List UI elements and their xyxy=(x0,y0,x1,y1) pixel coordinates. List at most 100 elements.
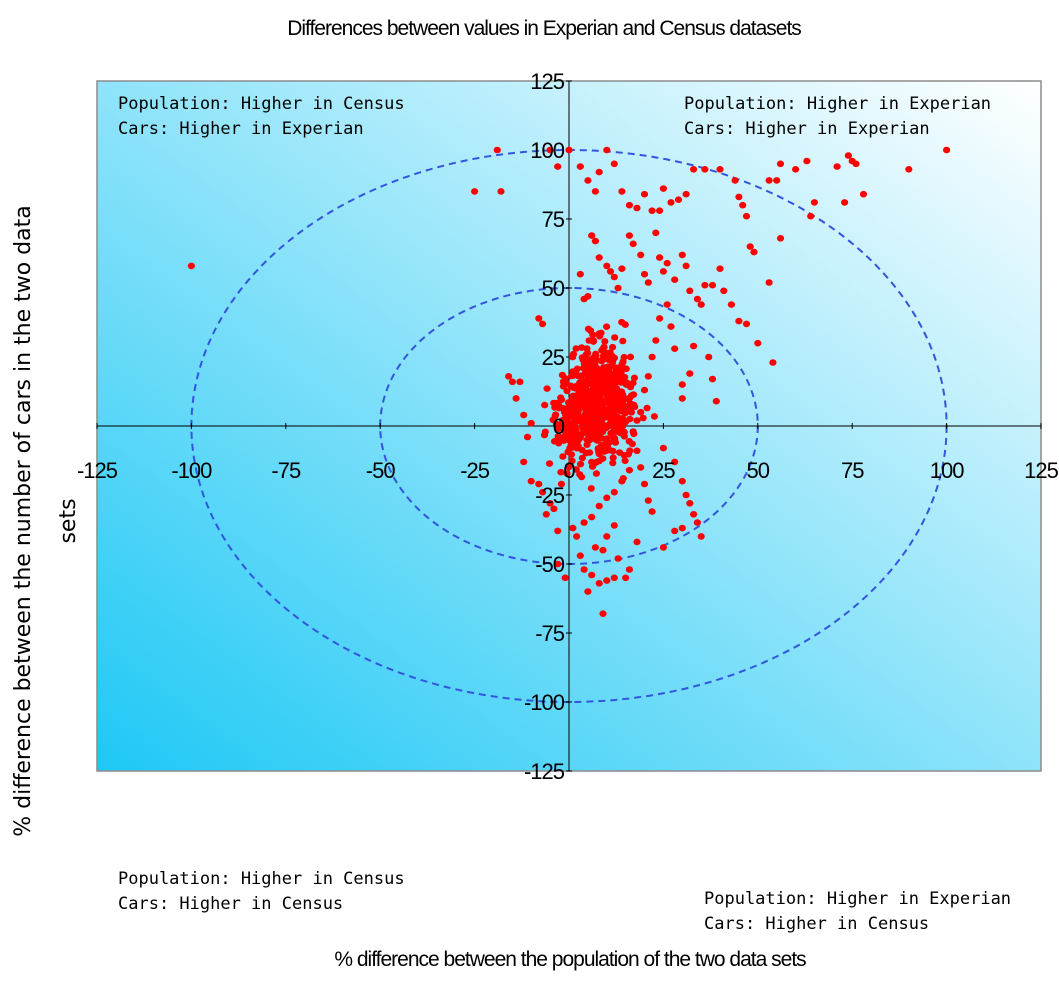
data-point xyxy=(609,454,617,462)
data-point xyxy=(690,342,698,350)
data-point xyxy=(520,458,528,466)
data-point xyxy=(608,393,616,400)
data-point xyxy=(187,262,195,270)
data-point xyxy=(597,385,605,393)
quadrant-annotation-top-right: Population: Higher in Experian Cars: Hig… xyxy=(684,94,991,139)
data-point xyxy=(595,448,603,456)
data-point xyxy=(572,345,580,352)
data-point xyxy=(659,544,668,551)
data-point xyxy=(633,538,641,546)
data-point xyxy=(557,468,565,476)
data-point xyxy=(595,502,603,510)
data-point xyxy=(591,421,600,429)
data-point xyxy=(576,471,584,478)
tick-labels: -125 -100 -75 -50 -25 0 25 50 75 100 1251251007550… xyxy=(77,69,1059,784)
data-point xyxy=(555,439,563,447)
data-point xyxy=(581,377,589,384)
data-point xyxy=(569,353,577,361)
data-point xyxy=(557,480,566,488)
data-point xyxy=(572,426,580,434)
data-point xyxy=(622,365,630,373)
data-point xyxy=(508,378,516,386)
data-point xyxy=(609,447,617,455)
data-point xyxy=(633,204,641,212)
data-point xyxy=(682,190,690,198)
data-point xyxy=(583,399,591,406)
data-point xyxy=(471,188,479,195)
data-point xyxy=(671,345,679,353)
data-point xyxy=(650,413,659,420)
data-point xyxy=(566,420,574,428)
data-point xyxy=(588,571,596,579)
data-point xyxy=(569,524,577,532)
data-point xyxy=(693,519,702,526)
data-point xyxy=(539,320,547,328)
data-point xyxy=(604,354,612,361)
data-point xyxy=(554,399,562,407)
y-tick-label: -100 xyxy=(524,690,565,715)
data-point xyxy=(769,359,777,366)
data-point xyxy=(626,353,635,361)
data-point xyxy=(520,411,528,419)
data-point xyxy=(546,146,554,154)
data-point xyxy=(561,375,569,382)
y-tick-label: 25 xyxy=(542,345,565,370)
data-point xyxy=(619,429,627,437)
data-point xyxy=(554,527,562,535)
data-point xyxy=(652,337,660,344)
data-point xyxy=(618,265,626,273)
data-point xyxy=(625,438,633,445)
data-point xyxy=(560,437,568,444)
data-point xyxy=(603,383,611,391)
data-point xyxy=(595,254,603,261)
quadrant-annotation-bottom-right: Population: Higher in Experian Cars: Hig… xyxy=(704,889,1011,934)
data-point xyxy=(611,334,619,341)
data-point xyxy=(542,511,550,518)
data-point xyxy=(597,329,605,337)
data-point xyxy=(603,378,611,386)
plot-area: -125 -100 -75 -50 -25 0 25 50 75 100 1251251007550… xyxy=(77,69,1059,784)
data-point xyxy=(731,177,739,184)
data-point xyxy=(671,527,679,535)
data-point xyxy=(682,491,690,499)
data-point xyxy=(591,398,599,406)
data-point xyxy=(600,344,608,352)
data-point xyxy=(659,268,668,275)
annotation-line: Population: Higher in Census xyxy=(118,94,405,114)
x-tick-label: 0 xyxy=(563,458,575,483)
data-point xyxy=(625,566,634,573)
data-point xyxy=(656,315,664,322)
data-point xyxy=(620,452,628,459)
data-point xyxy=(622,574,630,582)
data-point xyxy=(852,160,860,168)
data-point xyxy=(609,358,617,366)
data-point xyxy=(637,464,645,471)
data-point xyxy=(690,511,698,518)
data-point xyxy=(678,524,686,532)
annotation-line: Cars: Higher in Census xyxy=(118,894,343,914)
data-point xyxy=(596,426,604,434)
x-tick-label: 100 xyxy=(930,458,964,483)
data-point xyxy=(527,477,535,485)
data-point xyxy=(590,353,599,361)
data-point xyxy=(549,416,557,424)
data-point xyxy=(591,237,600,245)
data-point xyxy=(497,188,505,195)
data-point xyxy=(505,373,513,380)
data-point xyxy=(578,423,587,430)
data-point xyxy=(584,177,592,184)
data-point xyxy=(545,460,554,467)
data-point xyxy=(574,412,582,420)
data-point xyxy=(576,380,584,388)
data-point xyxy=(574,437,582,444)
data-point xyxy=(554,433,562,440)
data-point xyxy=(671,458,679,466)
data-point xyxy=(527,419,535,427)
y-tick-label: 125 xyxy=(530,69,564,94)
data-point xyxy=(580,295,588,303)
data-point xyxy=(589,337,598,344)
data-point xyxy=(640,480,649,488)
data-point xyxy=(626,447,634,455)
data-point xyxy=(576,163,584,170)
data-point xyxy=(558,417,567,424)
